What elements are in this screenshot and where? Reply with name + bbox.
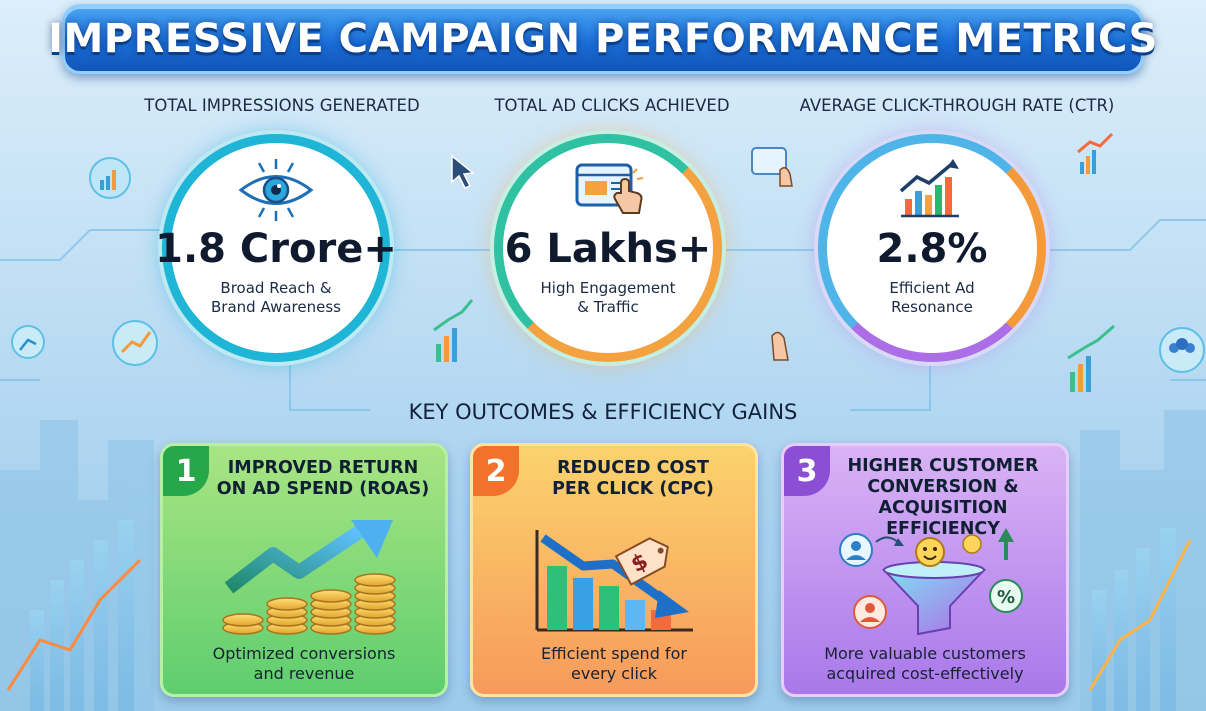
metric-heading-ctr: AVERAGE CLICK-THROUGH RATE (CTR): [799, 96, 1115, 115]
coins-growth-icon: [222, 520, 396, 635]
metric-heading-impressions: TOTAL IMPRESSIONS GENERATED: [144, 96, 420, 115]
metric-ctr: 2.8% Efficient Ad Resonance: [818, 134, 1046, 362]
card-number: 1: [163, 446, 209, 496]
outcome-card-conversion: 3 HIGHER CUSTOMER CONVERSION & ACQUISITI…: [781, 443, 1069, 697]
card-number: 3: [784, 446, 830, 496]
section-heading: KEY OUTCOMES & EFFICIENCY GAINS: [408, 400, 798, 424]
card-title: IMPROVED RETURN ON AD SPEND (ROAS): [216, 458, 430, 499]
card-title: HIGHER CUSTOMER CONVERSION & ACQUISITION…: [847, 456, 1039, 539]
outcome-card-cpc: 2 REDUCED COST PER CLICK (CPC) $ Efficie…: [470, 443, 758, 697]
metric-caption: Efficient Ad Resonance: [889, 279, 975, 316]
metric-clicks: 6 Lakhs+ High Engagement & Traffic: [494, 134, 722, 362]
card-title: REDUCED COST PER CLICK (CPC): [552, 458, 714, 499]
conversion-funnel-icon: %: [839, 528, 1023, 636]
metric-impressions: 1.8 Crore+ Broad Reach & Brand Awareness: [155, 134, 397, 362]
metric-caption: High Engagement & Traffic: [540, 279, 676, 316]
metric-value: 2.8%: [876, 226, 988, 272]
growth-chart-icon: [887, 155, 977, 225]
browser-click-icon: [563, 155, 653, 225]
card-description: Efficient spend for every click: [541, 644, 687, 683]
card-description: Optimized conversions and revenue: [212, 644, 396, 683]
metric-value: 6 Lakhs+: [504, 226, 712, 272]
outcome-card-roas: 1 IMPROVED RETURN ON AD SPEND (ROAS): [160, 443, 448, 697]
card-number: 2: [473, 446, 519, 496]
page-title: IMPRESSIVE CAMPAIGN PERFORMANCE METRICS: [48, 16, 1158, 62]
card-description: More valuable customers acquired cost-ef…: [824, 644, 1026, 683]
price-tag-decline-icon: $: [535, 530, 693, 632]
metric-value: 1.8 Crore+: [155, 226, 397, 272]
metric-heading-clicks: TOTAL AD CLICKS ACHIEVED: [494, 96, 730, 115]
title-banner: IMPRESSIVE CAMPAIGN PERFORMANCE METRICS: [48, 4, 1157, 74]
metric-caption: Broad Reach & Brand Awareness: [211, 279, 341, 316]
eye-icon: [231, 155, 321, 225]
svg-text:%: %: [997, 587, 1015, 608]
